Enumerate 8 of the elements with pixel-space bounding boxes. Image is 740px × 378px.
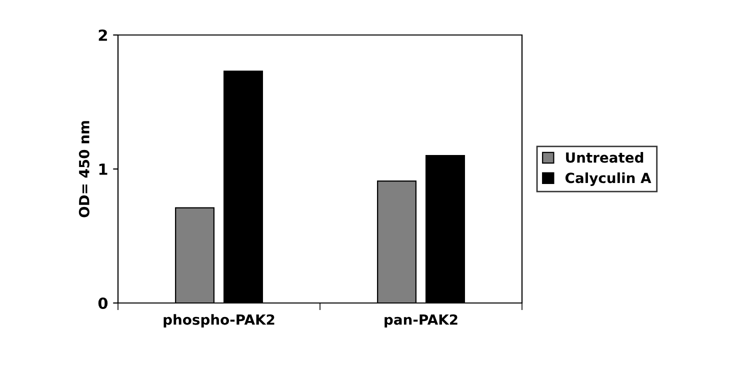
y-tick-label: 0 (98, 297, 108, 310)
x-tick-label: phospho-PAK2 (164, 314, 274, 328)
legend-label: Calyculin A (565, 172, 652, 186)
legend-label: Untreated (566, 152, 644, 163)
y-axis-title: OD= 450 nm (78, 121, 90, 218)
x-tick-label: pan-PAK2 (384, 314, 458, 328)
y-tick-label: 2 (98, 29, 107, 41)
y-tick-label: 1 (99, 164, 108, 175)
